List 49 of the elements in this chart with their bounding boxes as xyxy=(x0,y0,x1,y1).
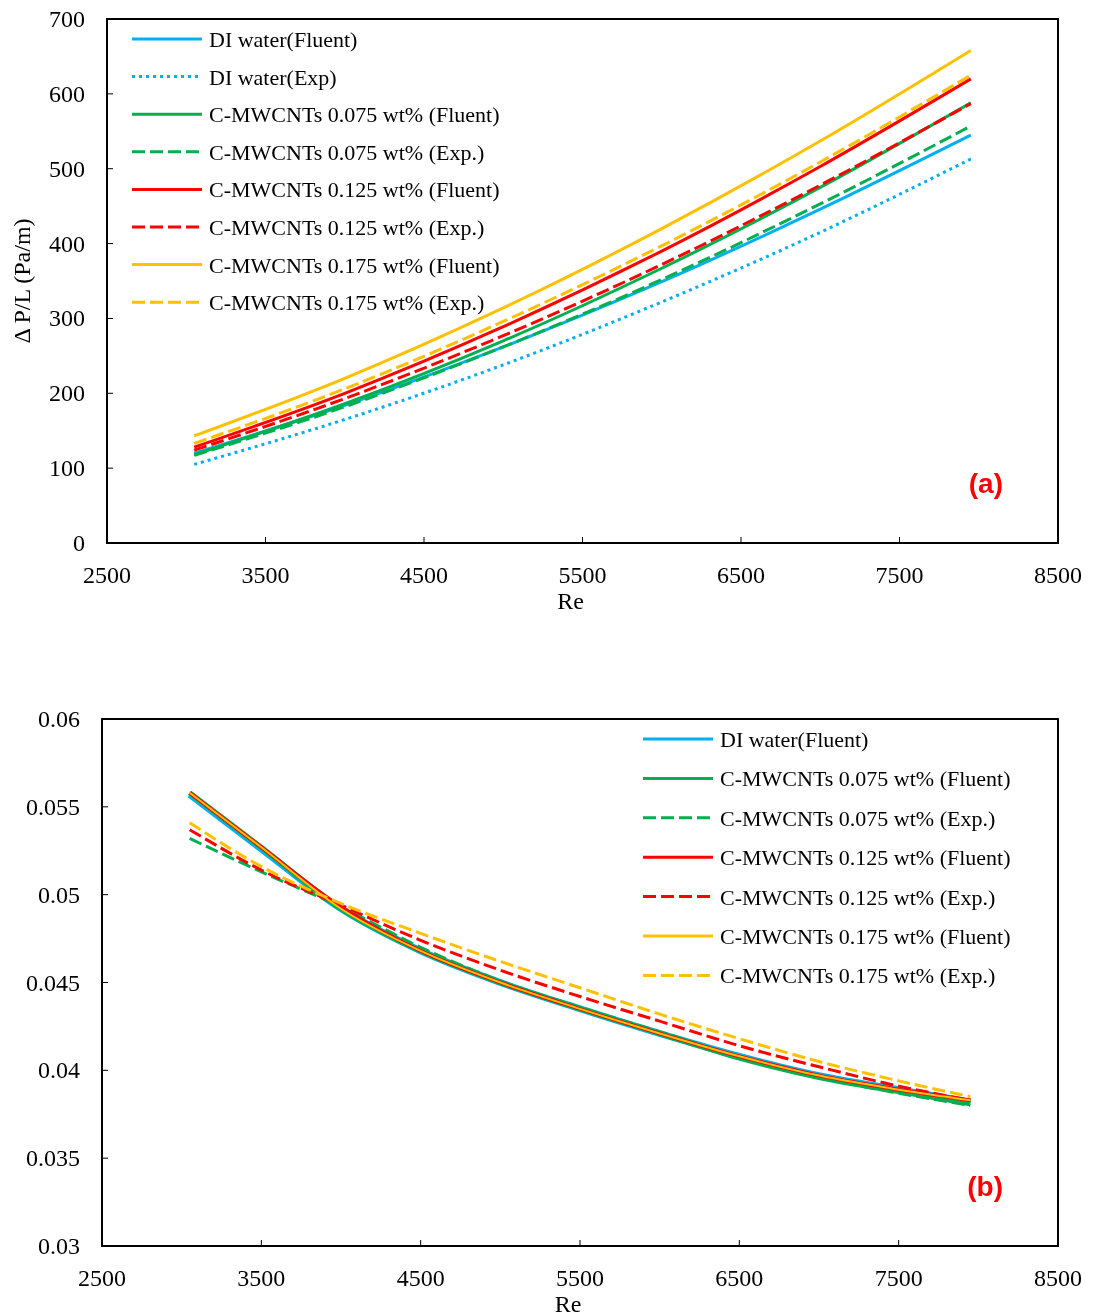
y-tick-label: 0.035 xyxy=(26,1145,80,1172)
x-tick-label: 5500 xyxy=(558,562,607,588)
x-tick-label: 3500 xyxy=(237,1265,286,1291)
y-axis-title: Δ P/L (Pa/m) xyxy=(9,218,35,344)
y-tick-label: 200 xyxy=(49,380,85,407)
y-tick-label: 500 xyxy=(49,155,85,182)
y-tick-label: 100 xyxy=(49,455,85,482)
y-tick-label: 0.03 xyxy=(38,1233,80,1259)
x-tick-label: 7500 xyxy=(875,562,924,588)
x-tick-label: 4500 xyxy=(400,562,448,588)
legend-label: C-MWCNTs 0.075 wt% (Fluent) xyxy=(209,102,500,128)
x-tick-label: 5500 xyxy=(556,1265,604,1291)
legend-label: DI water(Fluent) xyxy=(209,27,358,52)
y-tick-label: 700 xyxy=(49,6,85,32)
y-tick-label: 0.06 xyxy=(38,706,80,732)
legend-label: C-MWCNTs 0.075 wt% (Exp.) xyxy=(720,805,996,831)
legend-label: C-MWCNTs 0.175 wt% (Exp.) xyxy=(720,963,996,989)
y-tick-label: 0 xyxy=(73,530,85,556)
legend-label: C-MWCNTs 0.175 wt% (Fluent) xyxy=(720,924,1011,949)
x-tick-label: 3500 xyxy=(241,562,290,588)
y-tick-label: 600 xyxy=(49,80,85,107)
x-tick-label: 6500 xyxy=(717,562,765,588)
y-tick-label: 300 xyxy=(49,305,85,332)
y-tick-label: 400 xyxy=(49,230,85,257)
x-tick-label: 7500 xyxy=(874,1265,923,1291)
x-tick-label: 2500 xyxy=(78,1265,126,1291)
legend-label: C-MWCNTs 0.125 wt% (Exp.) xyxy=(209,215,485,240)
legend-label: C-MWCNTs 0.175 wt% (Exp.) xyxy=(209,290,485,316)
x-tick-label: 6500 xyxy=(715,1265,764,1291)
annotation: (b) xyxy=(967,1171,1003,1202)
legend-label: DI water(Fluent) xyxy=(720,727,869,752)
y-tick-label: 0.04 xyxy=(38,1057,80,1084)
x-axis-title: Re xyxy=(557,588,584,614)
x-tick-label: 8500 xyxy=(1034,1265,1082,1291)
legend-label: C-MWCNTs 0.075 wt% (Fluent) xyxy=(720,766,1011,792)
legend-label: C-MWCNTs 0.075 wt% (Exp.) xyxy=(209,139,485,165)
y-tick-label: 0.05 xyxy=(38,881,80,908)
legend-label: C-MWCNTs 0.125 wt% (Fluent) xyxy=(720,845,1011,871)
annotation: (a) xyxy=(968,468,1003,499)
x-axis-title: Re xyxy=(554,1291,582,1313)
x-tick-label: 8500 xyxy=(1034,562,1082,588)
legend-label: C-MWCNTs 0.125 wt% (Fluent) xyxy=(209,177,500,203)
x-tick-label: 4500 xyxy=(396,1265,445,1291)
x-tick-label: 2500 xyxy=(83,562,131,588)
legend-label: C-MWCNTs 0.175 wt% (Fluent) xyxy=(209,252,500,278)
y-tick-label: 0.045 xyxy=(26,969,80,996)
legend-label: C-MWCNTs 0.125 wt% (Exp.) xyxy=(720,884,996,910)
legend-label: DI water(Exp) xyxy=(209,64,337,90)
y-tick-label: 0.055 xyxy=(26,793,80,820)
